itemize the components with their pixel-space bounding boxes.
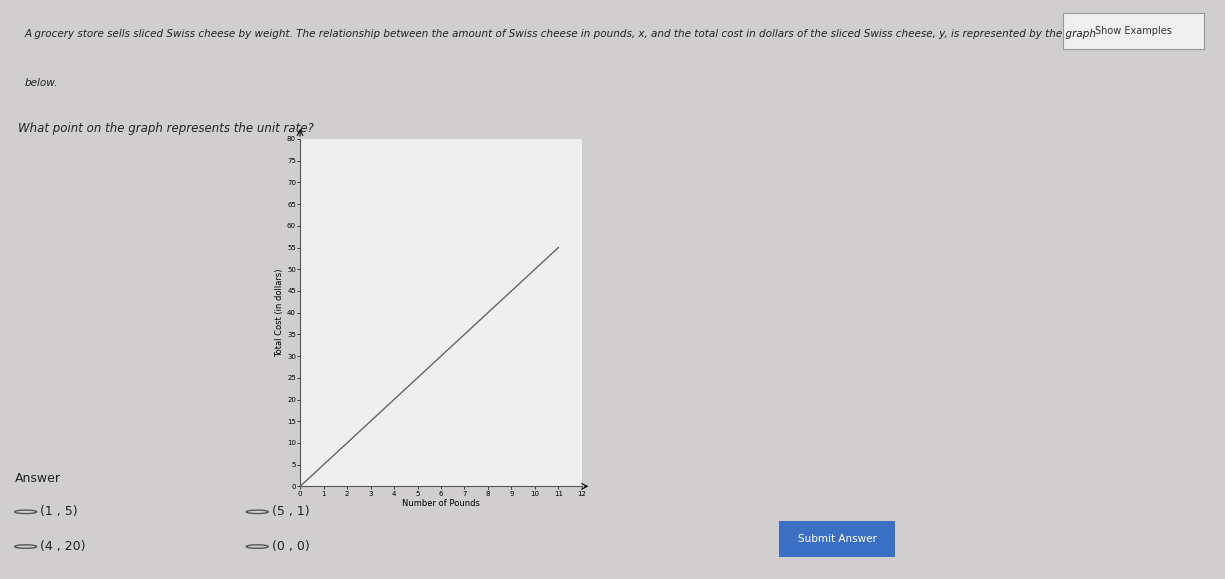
Text: Answer: Answer xyxy=(15,472,61,485)
X-axis label: Number of Pounds: Number of Pounds xyxy=(402,499,480,508)
Text: (0 , 0): (0 , 0) xyxy=(272,540,310,553)
Text: (4 , 20): (4 , 20) xyxy=(40,540,86,553)
Text: A grocery store sells sliced Swiss cheese by weight. The relationship between th: A grocery store sells sliced Swiss chees… xyxy=(24,29,1096,39)
Text: (1 , 5): (1 , 5) xyxy=(40,505,78,518)
Text: What point on the graph represents the unit rate?: What point on the graph represents the u… xyxy=(18,122,314,134)
Text: Show Examples: Show Examples xyxy=(1095,26,1172,36)
Text: below.: below. xyxy=(24,78,58,88)
Y-axis label: Total Cost (in dollars): Total Cost (in dollars) xyxy=(276,269,284,357)
Text: (5 , 1): (5 , 1) xyxy=(272,505,310,518)
Text: Submit Answer: Submit Answer xyxy=(797,534,877,544)
